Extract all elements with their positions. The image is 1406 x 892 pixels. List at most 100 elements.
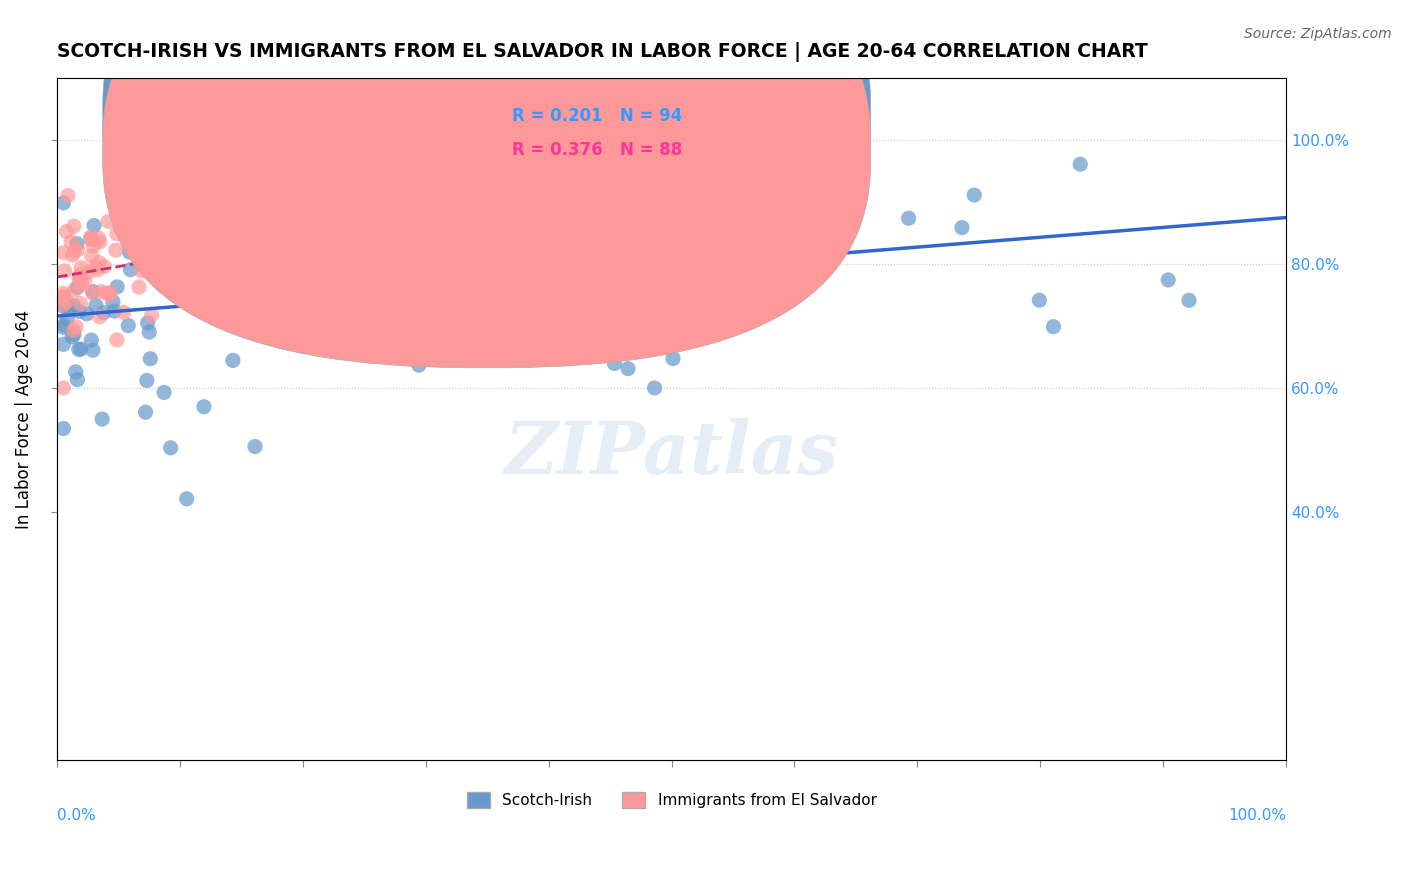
Immigrants from El Salvador — [86, 262, 108, 277]
Immigrants from El Salvador — [581, 139, 603, 153]
Scotch-Irish — [617, 361, 640, 376]
Scotch-Irish — [124, 242, 146, 256]
Immigrants from El Salvador — [55, 225, 77, 239]
Legend: Scotch-Irish, Immigrants from El Salvador: Scotch-Irish, Immigrants from El Salvado… — [461, 786, 883, 814]
Immigrants from El Salvador — [73, 275, 96, 289]
Immigrants from El Salvador — [52, 298, 75, 312]
Scotch-Irish — [66, 236, 89, 251]
Scotch-Irish — [208, 281, 231, 295]
Scotch-Irish — [470, 327, 492, 342]
Immigrants from El Salvador — [56, 294, 79, 309]
Immigrants from El Salvador — [63, 244, 86, 259]
Immigrants from El Salvador — [139, 243, 162, 257]
Immigrants from El Salvador — [434, 215, 457, 229]
Immigrants from El Salvador — [90, 285, 112, 299]
Immigrants from El Salvador — [209, 184, 232, 198]
Immigrants from El Salvador — [124, 192, 146, 206]
Text: ZIPatlas: ZIPatlas — [505, 417, 839, 489]
Scotch-Irish — [69, 342, 91, 356]
Scotch-Irish — [502, 296, 524, 310]
Immigrants from El Salvador — [62, 323, 84, 337]
Immigrants from El Salvador — [186, 218, 208, 232]
Scotch-Irish — [76, 307, 98, 321]
Immigrants from El Salvador — [329, 186, 352, 200]
Scotch-Irish — [52, 299, 75, 313]
Immigrants from El Salvador — [155, 222, 177, 236]
Scotch-Irish — [63, 299, 86, 313]
Scotch-Irish — [336, 249, 359, 263]
Immigrants from El Salvador — [52, 286, 75, 301]
Immigrants from El Salvador — [80, 232, 103, 246]
Immigrants from El Salvador — [56, 188, 79, 202]
Immigrants from El Salvador — [66, 243, 89, 257]
Immigrants from El Salvador — [87, 231, 110, 245]
Scotch-Irish — [60, 330, 83, 344]
Immigrants from El Salvador — [104, 181, 127, 195]
Scotch-Irish — [105, 280, 128, 294]
Scotch-Irish — [52, 195, 75, 210]
Scotch-Irish — [93, 305, 115, 319]
Immigrants from El Salvador — [440, 206, 463, 220]
Immigrants from El Salvador — [80, 249, 103, 263]
Scotch-Irish — [52, 421, 75, 435]
Immigrants from El Salvador — [93, 260, 115, 274]
Scotch-Irish — [56, 311, 79, 326]
Scotch-Irish — [775, 153, 797, 168]
Immigrants from El Salvador — [149, 194, 172, 209]
Scotch-Irish — [256, 230, 278, 244]
Scotch-Irish — [408, 358, 430, 372]
Scotch-Irish — [65, 365, 87, 379]
Scotch-Irish — [644, 381, 666, 395]
Immigrants from El Salvador — [224, 287, 246, 301]
Immigrants from El Salvador — [554, 223, 576, 237]
Scotch-Irish — [91, 412, 114, 426]
Immigrants from El Salvador — [98, 285, 121, 300]
Immigrants from El Salvador — [67, 271, 90, 285]
Scotch-Irish — [388, 165, 411, 179]
Immigrants from El Salvador — [84, 259, 107, 273]
Scotch-Irish — [695, 222, 717, 236]
Scotch-Irish — [80, 232, 103, 246]
Scotch-Irish — [82, 285, 104, 299]
Scotch-Irish — [678, 327, 700, 342]
Immigrants from El Salvador — [65, 319, 87, 334]
Immigrants from El Salvador — [52, 289, 75, 303]
Scotch-Irish — [1157, 273, 1180, 287]
Scotch-Irish — [63, 327, 86, 342]
Scotch-Irish — [339, 254, 361, 268]
Immigrants from El Salvador — [145, 262, 167, 277]
Scotch-Irish — [55, 298, 77, 312]
Text: Source: ZipAtlas.com: Source: ZipAtlas.com — [1244, 27, 1392, 41]
Scotch-Irish — [283, 266, 305, 280]
Scotch-Irish — [377, 141, 399, 155]
Text: SCOTCH-IRISH VS IMMIGRANTS FROM EL SALVADOR IN LABOR FORCE | AGE 20-64 CORRELATI: SCOTCH-IRISH VS IMMIGRANTS FROM EL SALVA… — [58, 42, 1149, 62]
Immigrants from El Salvador — [62, 248, 84, 262]
Scotch-Irish — [297, 329, 319, 343]
Immigrants from El Salvador — [499, 178, 522, 193]
Immigrants from El Salvador — [429, 181, 451, 195]
Immigrants from El Salvador — [87, 255, 110, 269]
Immigrants from El Salvador — [89, 310, 111, 324]
Scotch-Irish — [167, 270, 190, 285]
Scotch-Irish — [215, 277, 238, 291]
Scotch-Irish — [699, 235, 721, 249]
Immigrants from El Salvador — [82, 285, 104, 300]
Immigrants from El Salvador — [105, 333, 128, 347]
FancyBboxPatch shape — [103, 0, 870, 368]
Scotch-Irish — [67, 343, 90, 357]
Immigrants from El Salvador — [156, 270, 179, 285]
Immigrants from El Salvador — [104, 243, 127, 257]
Y-axis label: In Labor Force | Age 20-64: In Labor Force | Age 20-64 — [15, 310, 32, 529]
Immigrants from El Salvador — [63, 219, 86, 234]
Text: 0.0%: 0.0% — [58, 808, 96, 823]
Immigrants from El Salvador — [127, 236, 149, 251]
Scotch-Irish — [114, 120, 136, 135]
Scotch-Irish — [120, 262, 142, 277]
Immigrants from El Salvador — [112, 305, 135, 319]
Scotch-Irish — [117, 318, 139, 333]
Scotch-Irish — [389, 261, 412, 276]
Scotch-Irish — [391, 318, 413, 333]
Text: R = 0.201   N = 94: R = 0.201 N = 94 — [512, 107, 682, 125]
Scotch-Irish — [267, 127, 290, 141]
Immigrants from El Salvador — [63, 283, 86, 297]
